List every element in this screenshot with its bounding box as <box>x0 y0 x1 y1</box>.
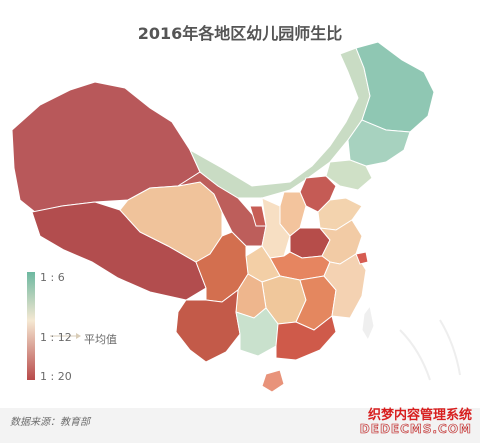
region-sichuan[interactable] <box>195 231 249 303</box>
legend-average-label: 平均值 <box>84 333 117 346</box>
average-arrow-head <box>76 333 81 339</box>
region-zhejiang[interactable] <box>323 253 367 319</box>
watermark-cn: 织梦内容管理系统 <box>367 408 472 423</box>
region-shanghai[interactable] <box>355 251 369 265</box>
watermark-en: DEDECMS.COM <box>359 422 472 437</box>
map-title: 2016年各地区幼儿园师生比 <box>137 24 343 43</box>
region-yunnan[interactable] <box>175 288 241 363</box>
region-taiwan <box>361 304 375 342</box>
footer-bar <box>0 408 480 443</box>
region-guangdong[interactable] <box>275 315 337 361</box>
region-heilongjiang[interactable] <box>355 41 435 133</box>
south-sea-islands <box>399 319 461 381</box>
source-note: 数据来源：教育部 <box>10 417 90 428</box>
legend-bottom-label: 1 : 20 <box>40 370 72 383</box>
region-ningxia[interactable] <box>249 205 267 227</box>
region-hainan[interactable] <box>261 369 285 393</box>
legend-top-label: 1 : 6 <box>40 271 65 284</box>
legend-mid-label: 1 : 12 <box>40 331 72 344</box>
legend-color-bar <box>27 272 35 380</box>
region-guangxi[interactable] <box>235 307 279 357</box>
